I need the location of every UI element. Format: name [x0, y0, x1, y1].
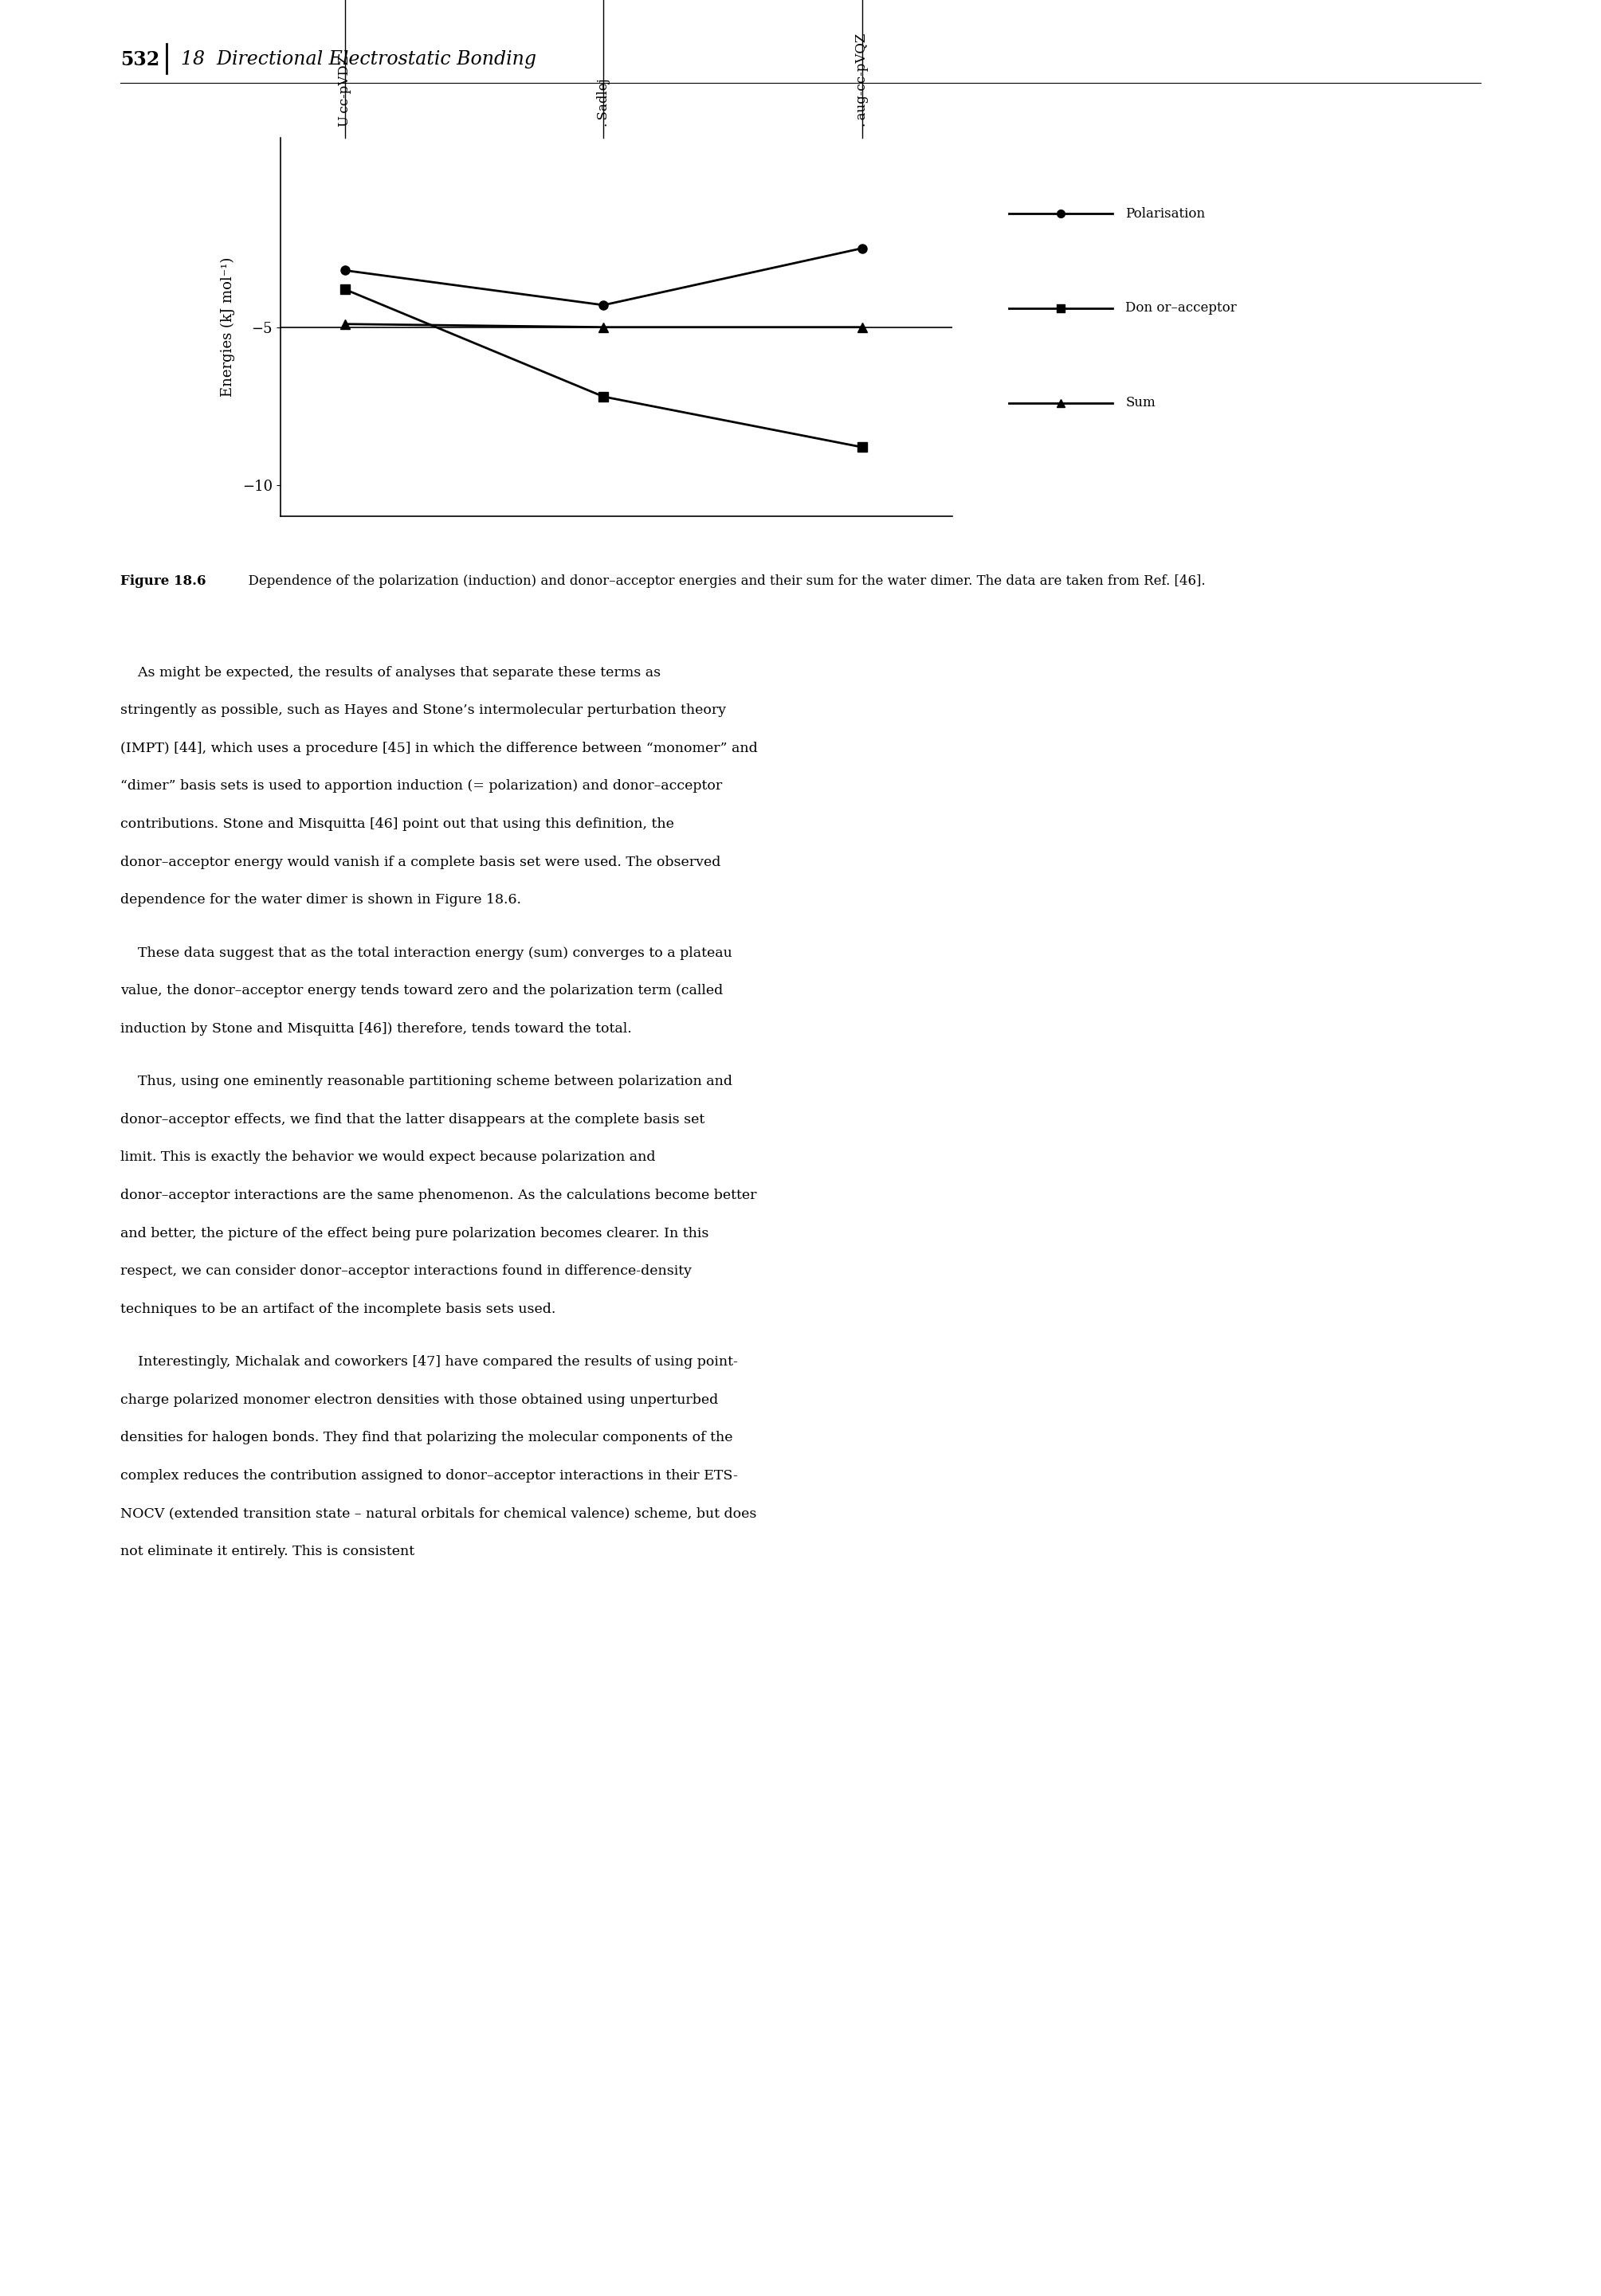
Text: As might be expected, the results of analyses that separate these terms as: As might be expected, the results of ana…	[120, 666, 661, 680]
Text: (IMPT) [44], which uses a procedure [45] in which the difference between “monome: (IMPT) [44], which uses a procedure [45]…	[120, 742, 757, 755]
Text: 18  Directional Electrostatic Bonding: 18 Directional Electrostatic Bonding	[181, 51, 536, 69]
Text: densities for halogen bonds. They find that polarizing the molecular components : densities for halogen bonds. They find t…	[120, 1430, 733, 1444]
Text: respect, we can consider donor–acceptor interactions found in difference-density: respect, we can consider donor–acceptor …	[120, 1265, 692, 1279]
Y-axis label: Energies (kJ mol⁻¹): Energies (kJ mol⁻¹)	[221, 257, 235, 397]
Text: . aug-cc-pVQZ: . aug-cc-pVQZ	[855, 32, 869, 126]
Text: Sum: Sum	[1126, 397, 1156, 409]
Text: dependence for the water dimer is shown in Figure 18.6.: dependence for the water dimer is shown …	[120, 893, 520, 907]
Text: complex reduces the contribution assigned to donor–acceptor interactions in thei: complex reduces the contribution assigne…	[120, 1469, 738, 1483]
Text: “dimer” basis sets is used to apportion induction (= polarization) and donor–acc: “dimer” basis sets is used to apportion …	[120, 781, 722, 792]
Text: Polarisation: Polarisation	[1126, 207, 1206, 220]
Text: Figure 18.6: Figure 18.6	[120, 574, 207, 588]
Text: 532: 532	[120, 51, 160, 69]
Text: stringently as possible, such as Hayes and Stone’s intermolecular perturbation t: stringently as possible, such as Hayes a…	[120, 705, 725, 716]
Text: NOCV (extended transition state – natural orbitals for chemical valence) scheme,: NOCV (extended transition state – natura…	[120, 1506, 756, 1520]
Text: and better, the picture of the effect being pure polarization becomes clearer. I: and better, the picture of the effect be…	[120, 1226, 709, 1240]
Text: Dependence of the polarization (induction) and donor–acceptor energies and their: Dependence of the polarization (inductio…	[240, 574, 1206, 588]
Text: These data suggest that as the total interaction energy (sum) converges to a pla: These data suggest that as the total int…	[120, 946, 732, 960]
Text: techniques to be an artifact of the incomplete basis sets used.: techniques to be an artifact of the inco…	[120, 1302, 556, 1316]
Text: . Sadlej: . Sadlej	[597, 78, 610, 126]
Text: not eliminate it entirely. This is consistent: not eliminate it entirely. This is consi…	[120, 1545, 415, 1559]
Text: contributions. Stone and Misquitta [46] point out that using this definition, th: contributions. Stone and Misquitta [46] …	[120, 817, 674, 831]
Text: charge polarized monomer electron densities with those obtained using unperturbe: charge polarized monomer electron densit…	[120, 1394, 717, 1407]
Text: Don or–acceptor: Don or–acceptor	[1126, 301, 1238, 315]
Text: donor–acceptor interactions are the same phenomenon. As the calculations become : donor–acceptor interactions are the same…	[120, 1189, 756, 1203]
Text: donor–acceptor energy would vanish if a complete basis set were used. The observ: donor–acceptor energy would vanish if a …	[120, 854, 720, 868]
Text: limit. This is exactly the behavior we would expect because polarization and: limit. This is exactly the behavior we w…	[120, 1150, 655, 1164]
Text: induction by Stone and Misquitta [46]) therefore, tends toward the total.: induction by Stone and Misquitta [46]) t…	[120, 1022, 631, 1035]
Text: donor–acceptor effects, we find that the latter disappears at the complete basis: donor–acceptor effects, we find that the…	[120, 1114, 704, 1127]
Text: U cc-pVDZ: U cc-pVDZ	[338, 55, 352, 126]
Text: value, the donor–acceptor energy tends toward zero and the polarization term (ca: value, the donor–acceptor energy tends t…	[120, 985, 722, 996]
Text: Interestingly, Michalak and coworkers [47] have compared the results of using po: Interestingly, Michalak and coworkers [4…	[120, 1355, 738, 1368]
Text: Thus, using one eminently reasonable partitioning scheme between polarization an: Thus, using one eminently reasonable par…	[120, 1075, 732, 1088]
